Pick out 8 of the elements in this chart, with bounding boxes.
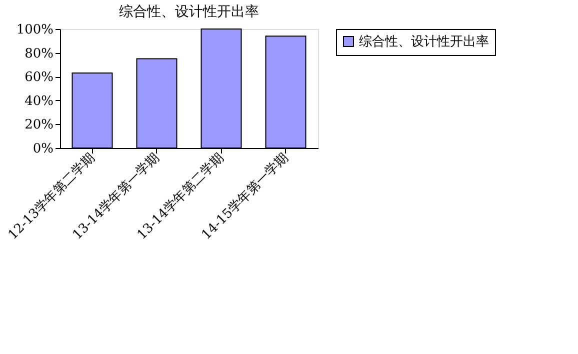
- y-tick-label: 100%: [16, 22, 54, 38]
- y-tick-label: 80%: [24, 46, 54, 62]
- chart-title: 综合性、设计性开出率: [119, 4, 259, 20]
- legend-label: 综合性、设计性开出率: [359, 34, 489, 50]
- y-tick-label: 20%: [24, 118, 54, 133]
- y-tick-label: 40%: [24, 94, 54, 109]
- y-tick-label: 0%: [32, 142, 54, 156]
- y-tick-label: 60%: [24, 70, 54, 86]
